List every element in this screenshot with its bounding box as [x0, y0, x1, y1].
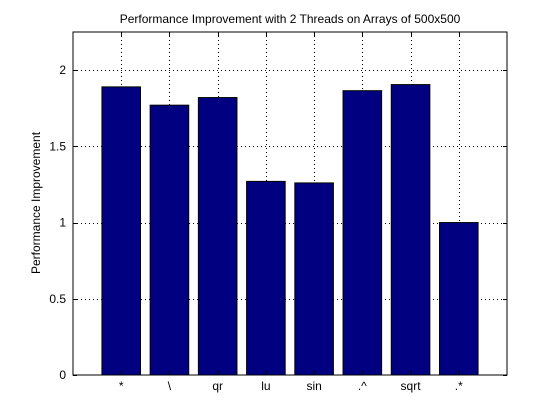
y-tick-label: 1.5: [49, 139, 66, 153]
x-tick-label: lu: [261, 379, 270, 393]
plot-background: [73, 32, 507, 375]
y-tick-label: 0: [59, 368, 66, 382]
x-tick-label: *: [119, 379, 124, 393]
y-axis-label: Performance Improvement: [29, 131, 43, 274]
x-tick-label: qr: [212, 379, 223, 393]
x-tick-labels: * \ qr lu sin .^ sqrt .*: [119, 379, 463, 393]
bar: [390, 84, 431, 376]
x-tick-label: .*: [455, 379, 463, 393]
x-tick-label: sqrt: [401, 379, 422, 393]
bar: [438, 222, 479, 376]
bar: [197, 97, 238, 376]
x-tick-label: sin: [306, 379, 321, 393]
y-tick-label: 0.5: [49, 292, 66, 306]
bar: [101, 86, 142, 376]
grid-layer: [73, 32, 507, 375]
chart-title: Performance Improvement with 2 Threads o…: [120, 12, 461, 26]
bar: [246, 180, 286, 376]
bar: [294, 182, 334, 376]
y-tick-label: 1: [59, 216, 66, 230]
y-tick-label: 2: [59, 63, 66, 77]
x-tick-label: .^: [358, 379, 367, 393]
bar: [342, 90, 383, 376]
y-tick-labels: 0 0.5 1 1.5 2: [49, 63, 66, 382]
x-tick-label: \: [168, 379, 172, 393]
plot-frame: [72, 31, 508, 376]
ticks-layer: [73, 32, 507, 376]
bar: [149, 104, 190, 376]
